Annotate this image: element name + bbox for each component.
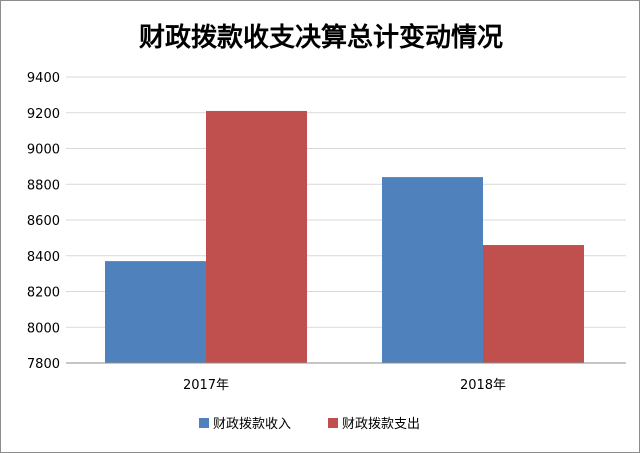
y-tick-label-9000: 9000 [27, 143, 60, 158]
legend-swatch-expense [328, 418, 338, 428]
bar-expense-2018 [483, 245, 584, 363]
bar-expense-2017 [206, 110, 307, 364]
bar-income-2018 [382, 177, 483, 363]
y-tick-label-8000: 8000 [27, 321, 60, 336]
y-tick-label-9200: 9200 [27, 107, 60, 122]
x-axis-ticks: 2017年 2018年 [183, 378, 506, 393]
y-tick-label-8200: 8200 [27, 286, 60, 301]
legend-label-expense: 财政拨款支出 [342, 417, 420, 432]
legend: 财政拨款收入 财政拨款支出 [199, 417, 420, 432]
bar-income-2017 [105, 261, 206, 363]
bars [105, 110, 584, 364]
y-tick-label-8800: 8800 [27, 178, 60, 193]
y-axis-ticks: 9400 9200 9000 8800 8600 8400 8200 8000 7800 [27, 71, 60, 372]
y-tick-label-8400: 8400 [27, 250, 60, 265]
chart-title: 财政拨款收支决算总计变动情况 [139, 22, 503, 53]
legend-label-income: 财政拨款收入 [213, 417, 291, 432]
x-tick-label-2018: 2018年 [460, 378, 506, 393]
legend-swatch-income [199, 418, 209, 428]
y-tick-label-8600: 8600 [27, 214, 60, 229]
y-tick-label-7800: 7800 [27, 357, 60, 372]
x-tick-label-2017: 2017年 [183, 378, 229, 393]
y-tick-label-9400: 9400 [27, 71, 60, 86]
